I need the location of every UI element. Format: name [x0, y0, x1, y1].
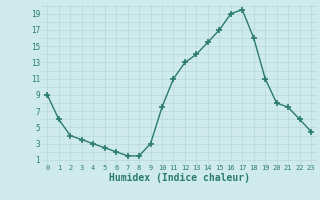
- X-axis label: Humidex (Indice chaleur): Humidex (Indice chaleur): [109, 173, 250, 183]
